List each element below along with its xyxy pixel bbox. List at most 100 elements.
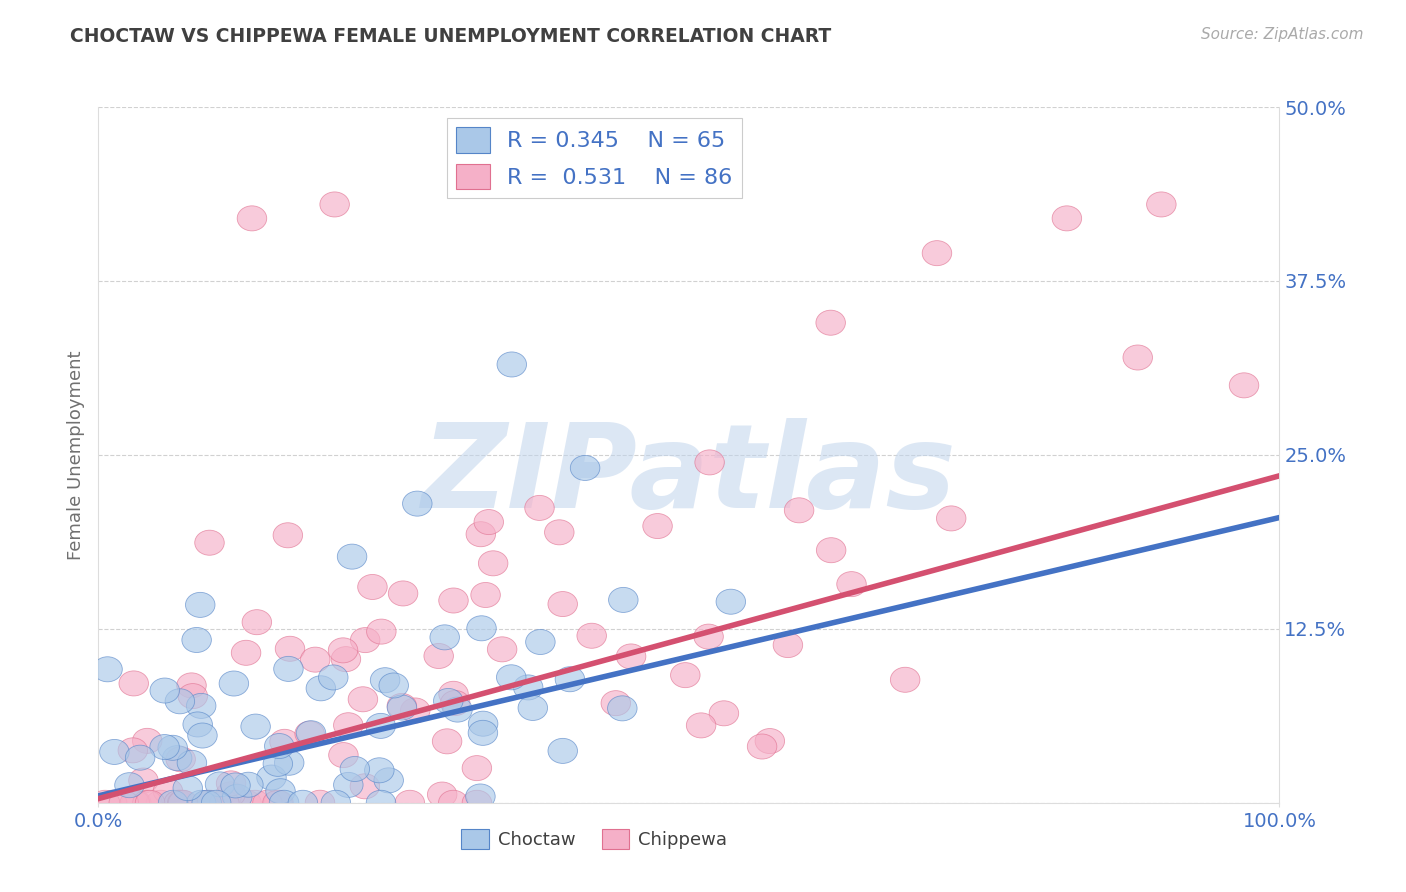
Ellipse shape [240,714,270,739]
Ellipse shape [295,721,325,747]
Ellipse shape [709,701,738,726]
Ellipse shape [513,675,543,700]
Ellipse shape [187,790,217,815]
Ellipse shape [97,790,127,815]
Ellipse shape [548,739,578,764]
Ellipse shape [643,514,672,539]
Text: Source: ZipAtlas.com: Source: ZipAtlas.com [1201,27,1364,42]
Ellipse shape [270,790,299,815]
Ellipse shape [177,673,207,698]
Ellipse shape [357,574,387,599]
Ellipse shape [242,609,271,635]
Ellipse shape [193,790,222,815]
Ellipse shape [305,790,335,815]
Ellipse shape [478,550,508,576]
Ellipse shape [173,776,202,801]
Ellipse shape [337,544,367,569]
Ellipse shape [118,738,148,763]
Ellipse shape [374,768,404,793]
Ellipse shape [328,638,357,663]
Ellipse shape [195,530,225,555]
Ellipse shape [273,523,302,548]
Ellipse shape [179,683,208,708]
Ellipse shape [187,723,217,748]
Ellipse shape [401,698,430,723]
Ellipse shape [1123,345,1153,370]
Ellipse shape [755,729,785,754]
Ellipse shape [366,714,395,739]
Ellipse shape [129,768,159,793]
Ellipse shape [387,695,416,720]
Ellipse shape [232,790,262,815]
Ellipse shape [695,450,724,475]
Ellipse shape [159,790,188,815]
Ellipse shape [616,644,645,669]
Ellipse shape [496,665,526,690]
Ellipse shape [571,456,600,481]
Ellipse shape [186,592,215,617]
Ellipse shape [498,352,527,377]
Ellipse shape [215,782,245,807]
Ellipse shape [402,491,432,516]
Ellipse shape [837,572,866,597]
Ellipse shape [609,588,638,613]
Ellipse shape [169,790,198,815]
Ellipse shape [748,734,778,759]
Ellipse shape [364,758,394,783]
Ellipse shape [297,721,326,746]
Ellipse shape [465,522,495,547]
Ellipse shape [773,632,803,657]
Ellipse shape [288,790,318,815]
Ellipse shape [321,192,350,217]
Ellipse shape [340,756,370,781]
Ellipse shape [232,640,262,665]
Ellipse shape [183,712,212,737]
Ellipse shape [222,784,252,809]
Ellipse shape [146,790,176,815]
Ellipse shape [333,713,363,738]
Ellipse shape [263,790,292,815]
Ellipse shape [329,742,359,768]
Ellipse shape [468,721,498,746]
Ellipse shape [135,790,165,815]
Ellipse shape [367,619,396,644]
Ellipse shape [544,520,574,545]
Ellipse shape [253,790,283,815]
Ellipse shape [1052,206,1081,231]
Ellipse shape [526,630,555,655]
Ellipse shape [890,667,920,692]
Ellipse shape [264,790,294,815]
Ellipse shape [463,756,492,780]
Ellipse shape [165,689,194,714]
Ellipse shape [427,782,457,807]
Ellipse shape [607,696,637,721]
Ellipse shape [153,779,183,804]
Ellipse shape [387,693,416,718]
Ellipse shape [388,581,418,606]
Ellipse shape [349,687,378,712]
Ellipse shape [350,628,380,653]
Ellipse shape [671,663,700,688]
Ellipse shape [548,591,578,616]
Ellipse shape [319,665,349,690]
Ellipse shape [440,690,470,715]
Ellipse shape [350,773,380,799]
Ellipse shape [922,241,952,266]
Ellipse shape [257,765,287,790]
Ellipse shape [301,647,330,673]
Ellipse shape [395,790,425,815]
Ellipse shape [150,678,180,703]
Ellipse shape [120,790,149,815]
Ellipse shape [1147,192,1177,217]
Ellipse shape [150,734,180,760]
Ellipse shape [157,735,187,760]
Ellipse shape [693,624,723,649]
Ellipse shape [132,729,162,754]
Ellipse shape [474,509,503,534]
Ellipse shape [555,666,585,692]
Ellipse shape [121,790,150,815]
Ellipse shape [815,310,845,335]
Ellipse shape [205,772,235,797]
Ellipse shape [276,636,305,661]
Legend: Choctaw, Chippewa: Choctaw, Chippewa [454,822,735,856]
